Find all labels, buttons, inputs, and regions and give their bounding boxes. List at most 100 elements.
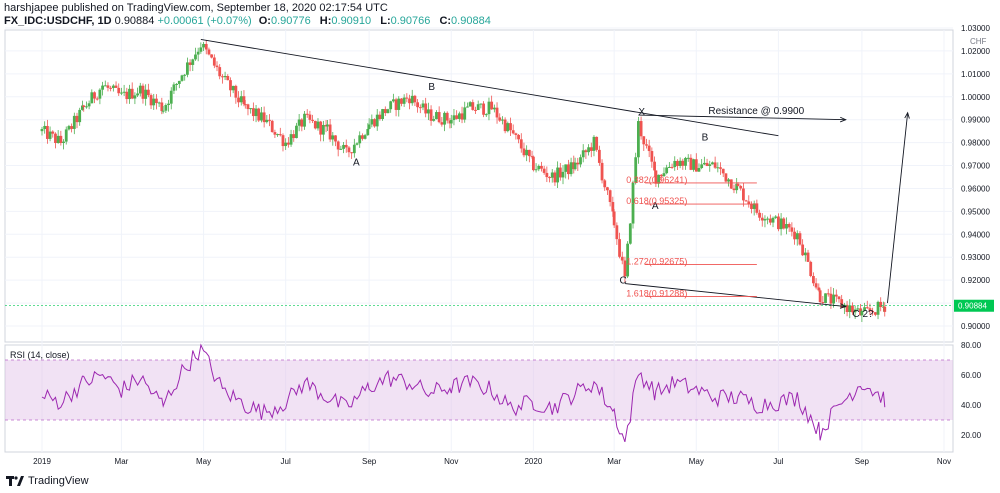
time-tick-label: Jul [281,457,291,466]
candle-body [824,293,827,304]
candle-body [196,51,200,55]
candle-body [623,260,627,277]
tradingview-logo-icon [6,476,24,486]
candle-body [218,67,222,77]
candle-body [606,187,609,191]
candle-body [268,119,271,121]
candle-body [787,224,791,228]
time-tick-label: Sep [362,457,377,466]
candle-body [106,85,110,88]
candle-body [492,107,496,110]
time-tick-label: Nov [937,457,951,466]
candle-body [527,149,531,157]
candle-body [331,135,335,140]
candle-body [667,166,671,168]
candle-body [130,88,134,99]
candle-body [215,65,219,68]
candle-body [468,102,472,107]
candle-body [548,177,551,179]
candle-body [265,119,269,123]
candle-body [853,309,857,313]
candle-body [424,103,428,114]
candle-body [466,106,469,108]
candle-body [370,119,374,125]
wave-label: B [702,132,709,143]
candle-body [600,162,604,181]
candle-body [242,96,246,105]
candle-body [694,159,698,172]
brand-name[interactable]: TradingView [28,475,89,487]
candle-body [739,185,743,189]
candle-body [254,108,258,117]
candle-body [342,144,345,149]
candle-body [421,103,425,108]
candle-body [43,125,47,130]
candle-body [612,211,616,226]
candle-body [284,142,288,147]
candle-body [742,188,745,201]
candle-body [54,133,57,144]
price-tick-label: 0.90000 [961,322,990,331]
candle-body [194,54,197,60]
rsi-line [41,343,886,443]
candle-body [474,109,477,111]
candle-body [270,120,274,133]
candle-body [416,102,420,108]
time-tick-label: Mar [607,457,621,466]
candle-body [721,168,725,174]
candle-body [503,119,507,132]
candle-body [389,101,393,110]
candle-body [809,261,813,277]
candle-body [573,162,577,170]
candle-body [860,310,864,316]
candle-body [514,133,518,135]
candle-body [289,134,293,145]
candle-body [418,107,422,109]
candle-body [803,252,807,256]
rsi-tick-label: 40.00 [961,401,982,410]
candle-body [326,124,329,127]
candle-body [223,76,227,78]
candle-body [531,156,535,171]
candle-body [581,150,585,158]
candle-body [82,105,86,108]
candle-body [727,179,730,182]
fib-label: 0.382(0.96241) [626,175,687,185]
candle-body [429,109,433,121]
candle-body [659,174,663,177]
symbol-name[interactable]: FX_IDC:USDCHF, 1D [4,15,112,27]
candle-body [645,144,648,146]
candle-body [51,131,55,134]
candle-body [319,121,323,135]
candle-body [700,164,704,169]
candle-body [355,143,359,145]
candle-body [212,57,216,66]
candle-body [180,75,184,81]
candle-body [566,164,570,175]
candle-body [191,59,195,65]
candle-body [122,91,126,93]
candle-body [136,93,139,96]
candle-body [793,231,796,240]
candle-body [167,103,170,106]
candle-body [67,126,71,130]
candle-body [402,97,406,104]
candle-body [169,90,173,104]
candle-body [530,156,534,158]
candle-body [391,99,395,102]
candle-body [782,218,786,229]
candle-body [684,157,687,166]
candle-body [708,164,712,166]
candle-body [164,105,168,111]
candle-body [498,117,502,121]
trendline [887,112,909,304]
candle-body [221,76,224,78]
candle-body [657,174,660,184]
candle-body [634,157,638,183]
candle-body [128,88,131,100]
candle-body [204,43,208,50]
candle-body [344,144,348,148]
candle-body [868,308,872,311]
candle-body [871,310,875,313]
